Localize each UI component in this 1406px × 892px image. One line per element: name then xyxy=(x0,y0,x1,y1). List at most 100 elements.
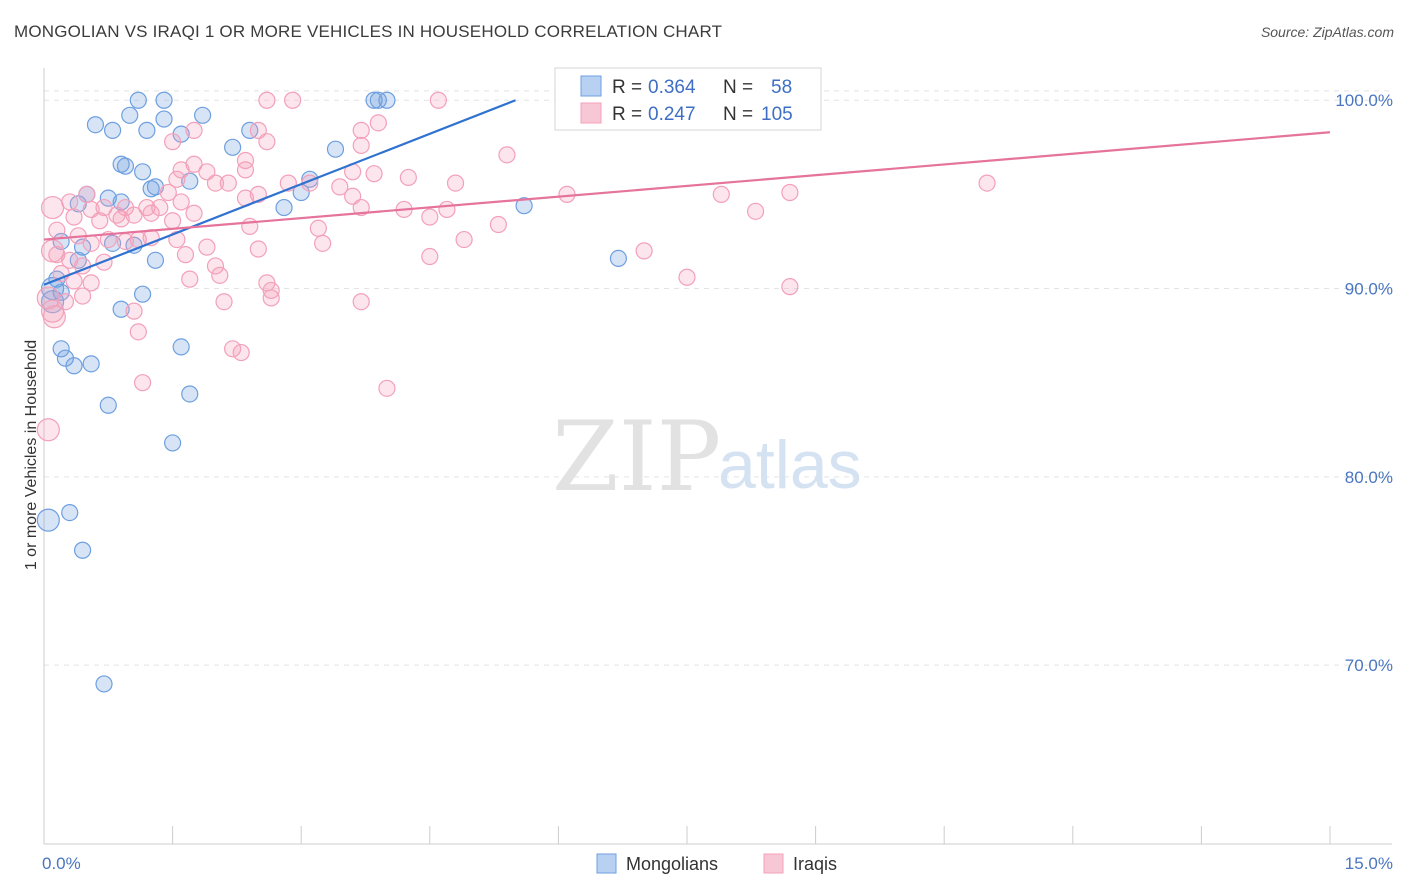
mongolian-point xyxy=(275,198,293,217)
mongolian-point xyxy=(82,355,100,373)
iraqi-point xyxy=(378,379,396,397)
iraqi-point xyxy=(498,146,516,164)
mongolian-point xyxy=(40,290,65,314)
iraqi-point xyxy=(91,212,109,230)
iraqi-point xyxy=(82,200,100,219)
iraqi-point xyxy=(429,91,447,109)
legend-mongolians: Mongolians xyxy=(626,854,718,874)
iraqi-point xyxy=(206,257,225,275)
mongolian-point xyxy=(99,396,117,414)
mongolian-point xyxy=(155,110,173,128)
iraqi-point xyxy=(421,208,439,226)
iraqi-point xyxy=(455,230,473,249)
iraqi-point xyxy=(125,206,143,224)
iraqi-point xyxy=(206,174,225,192)
chart-title: MONGOLIAN VS IRAQI 1 OR MORE VEHICLES IN… xyxy=(14,22,723,41)
iraqi-point xyxy=(438,200,456,219)
iraqi-point xyxy=(181,270,199,288)
iraqi-point xyxy=(399,168,417,187)
iraqi-point xyxy=(421,247,439,266)
mongolian-point xyxy=(194,106,212,124)
iraqi-point xyxy=(489,215,507,234)
iraqi-point xyxy=(236,161,255,179)
watermark: ZIP atlas xyxy=(552,401,862,513)
mongolian-point xyxy=(142,180,160,198)
iraqi-point xyxy=(168,230,186,249)
trend-lines xyxy=(43,99,1331,286)
iraqi-point xyxy=(352,293,370,311)
iraqi-point xyxy=(241,217,259,235)
x-tick-label: 15.0% xyxy=(1345,854,1393,873)
mongolian-point xyxy=(181,385,199,403)
iraqi-point xyxy=(365,165,383,183)
legend-swatch-mongolians-bottom xyxy=(596,853,617,874)
y-tick-label: 80.0% xyxy=(1345,468,1393,487)
iraqi-point xyxy=(369,114,387,132)
mongolian-point xyxy=(365,91,383,109)
x-tick-label: 0.0% xyxy=(42,854,81,873)
iraqi-point xyxy=(978,174,996,192)
iraqi-point xyxy=(142,204,160,222)
iraqi-point xyxy=(82,234,100,252)
iraqi-point xyxy=(133,374,152,392)
iraqi-point xyxy=(219,174,237,192)
iraqi-point xyxy=(262,289,280,307)
iraqi-point xyxy=(446,174,465,192)
iraqi-point xyxy=(172,193,190,211)
mongolian-point xyxy=(103,121,122,139)
iraqi-point xyxy=(129,323,147,341)
iraqi-point xyxy=(82,274,100,292)
mongolian-point xyxy=(121,106,139,124)
legend-n-label-1: N = xyxy=(723,77,753,98)
iraqi-point xyxy=(352,198,370,217)
iraqi-point xyxy=(125,302,143,320)
iraqi-point xyxy=(211,266,229,284)
legend-n-value-1: 58 xyxy=(771,77,792,98)
iraqi-point xyxy=(40,195,65,220)
legend-swatch-mongolians xyxy=(580,75,602,97)
iraqi-point xyxy=(236,151,255,170)
legend-n-value-2: 105 xyxy=(761,104,793,125)
iraqi-point xyxy=(95,198,113,217)
mongolian-point xyxy=(116,157,135,175)
mongolian-point xyxy=(181,172,199,190)
iraqi-point xyxy=(36,286,60,310)
iraqi-point xyxy=(159,183,177,202)
source-label: Source: ZipAtlas.com xyxy=(1260,24,1394,40)
y-tick-labels: 70.0% 80.0% 90.0% 100.0% xyxy=(1335,91,1393,675)
iraqi-point xyxy=(176,246,195,264)
legend-r-label-2: R = xyxy=(612,104,642,125)
series-legend: Mongolians Iraqis xyxy=(596,853,837,874)
mongolian-point xyxy=(515,197,533,215)
iraqis-points xyxy=(36,91,996,442)
iraqi-point xyxy=(309,219,327,237)
iraqi-point xyxy=(249,240,267,258)
mongolian-point xyxy=(138,121,156,139)
y-tick-label: 100.0% xyxy=(1335,91,1393,110)
watermark-zip: ZIP xyxy=(552,401,721,513)
iraqi-point xyxy=(352,121,370,139)
iraqi-point xyxy=(198,163,216,181)
mongolian-point xyxy=(326,140,345,158)
mongolians-points xyxy=(36,91,628,693)
iraqi-point xyxy=(249,121,267,139)
stats-legend: R = 0.364 N = 58 R = 0.247 N = 105 xyxy=(554,67,822,131)
mongolian-point xyxy=(73,238,92,256)
mongolian-point xyxy=(369,91,387,109)
iraqi-point xyxy=(258,133,276,151)
iraqi-point xyxy=(164,133,182,151)
mongolians-trend-line xyxy=(43,99,516,286)
iraqi-point xyxy=(151,198,169,217)
mongolian-point xyxy=(146,251,165,269)
iraqi-point xyxy=(42,305,66,329)
mongolian-point xyxy=(129,91,147,109)
legend-n-label-2: N = xyxy=(723,104,753,125)
iraqi-point xyxy=(73,287,92,305)
iraqi-point xyxy=(781,278,799,296)
iraqi-point xyxy=(352,136,370,155)
mongolian-point xyxy=(224,138,242,156)
iraqi-point xyxy=(112,210,130,228)
iraqi-point xyxy=(635,242,653,260)
iraqi-point xyxy=(232,343,250,362)
